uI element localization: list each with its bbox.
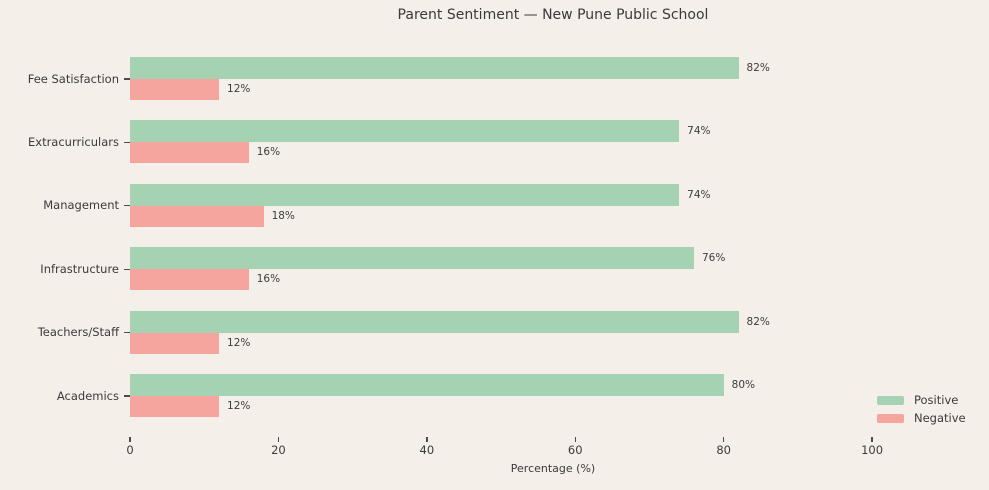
bar-negative bbox=[130, 332, 220, 354]
x-tick-label: 0 bbox=[126, 443, 134, 457]
chart-title: Parent Sentiment — New Pune Public Schoo… bbox=[397, 7, 709, 23]
legend-swatch-negative bbox=[877, 413, 904, 423]
x-tick-label: 100 bbox=[861, 443, 884, 457]
x-tick-mark bbox=[722, 436, 725, 442]
bar-value-label: 16% bbox=[256, 273, 281, 286]
x-tick-mark bbox=[277, 436, 280, 442]
bar-value-label: 74% bbox=[687, 125, 711, 138]
bar-positive bbox=[130, 310, 739, 333]
x-tick-label: 20 bbox=[271, 443, 286, 457]
bar-value-label: 82% bbox=[746, 315, 770, 328]
category-label: Academics bbox=[56, 388, 119, 403]
x-tick-label: 40 bbox=[419, 443, 435, 457]
category-label: Management bbox=[43, 198, 119, 213]
bar-positive bbox=[130, 120, 680, 143]
bar-negative bbox=[130, 396, 220, 417]
x-tick-mark bbox=[574, 436, 576, 442]
y-tick-mark bbox=[123, 141, 130, 144]
bar-value-label: 74% bbox=[687, 188, 711, 201]
bar-negative bbox=[130, 205, 264, 227]
category-label: Teachers/Staff bbox=[37, 325, 119, 340]
bar-negative bbox=[130, 142, 249, 164]
bar-negative bbox=[130, 269, 249, 291]
bar-value-label: 76% bbox=[701, 252, 726, 265]
legend-swatch-positive bbox=[877, 395, 904, 405]
bar-value-label: 80% bbox=[731, 379, 756, 391]
x-tick-label: 60 bbox=[567, 443, 583, 457]
bar-positive bbox=[130, 374, 724, 396]
category-label: Fee Satisfaction bbox=[27, 71, 119, 86]
x-tick-label: 80 bbox=[716, 443, 731, 457]
x-tick-mark bbox=[129, 436, 131, 442]
legend-item-positive: Positive bbox=[877, 393, 958, 407]
legend-label-negative: Negative bbox=[914, 411, 966, 425]
y-tick-mark bbox=[123, 78, 130, 80]
x-tick-mark bbox=[426, 436, 428, 442]
x-axis-label: Percentage (%) bbox=[510, 462, 596, 475]
category-label: Extracurriculars bbox=[28, 134, 119, 149]
bar-value-label: 82% bbox=[746, 62, 770, 74]
bar-value-label: 12% bbox=[227, 83, 251, 95]
bar-positive bbox=[130, 247, 694, 270]
category-label: Infrastructure bbox=[40, 261, 119, 276]
x-tick-mark bbox=[871, 436, 873, 442]
legend-label-positive: Positive bbox=[914, 393, 959, 407]
bar-value-label: 12% bbox=[227, 336, 251, 349]
y-tick-mark bbox=[123, 205, 130, 207]
bar-value-label: 16% bbox=[256, 146, 281, 159]
bar-positive bbox=[130, 57, 739, 79]
y-tick-mark bbox=[123, 268, 130, 270]
y-tick-mark bbox=[123, 395, 130, 397]
bar-positive bbox=[130, 183, 680, 206]
y-tick-mark bbox=[123, 331, 130, 334]
legend-item-negative: Negative bbox=[877, 411, 966, 425]
bar-value-label: 18% bbox=[271, 209, 295, 222]
bar-value-label: 12% bbox=[227, 400, 251, 412]
bar-negative bbox=[130, 79, 220, 100]
